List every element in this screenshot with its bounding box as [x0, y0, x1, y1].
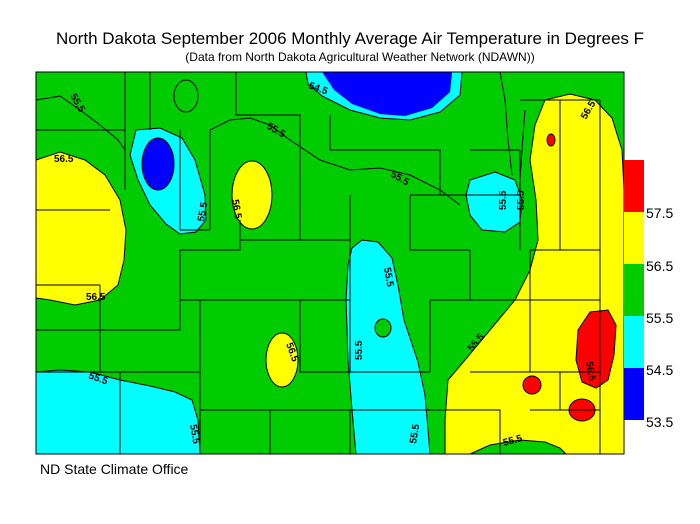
- legend-label: 55.5: [646, 310, 674, 326]
- zone-green-southeast-strip: [470, 440, 566, 454]
- legend-swatch-green: [624, 264, 644, 316]
- zone-cyan-central: [346, 240, 430, 454]
- zone-red-east: [575, 309, 617, 389]
- contour-label: 56.5: [54, 154, 74, 165]
- zone-cyan-southwest: [36, 370, 200, 454]
- zone-green-island-central: [374, 318, 392, 338]
- legend-swatch-yellow: [624, 212, 644, 264]
- zone-red-small-1: [522, 375, 542, 395]
- legend-scale: [624, 160, 644, 420]
- zone-red-tiny: [546, 133, 556, 147]
- legend-label: 57.5: [646, 205, 674, 221]
- zone-blue-small: [141, 137, 175, 191]
- legend-label: 54.5: [646, 362, 674, 378]
- zone-blue-north: [322, 72, 452, 116]
- legend-label: 56.5: [646, 258, 674, 274]
- contour-label: 56.5: [86, 292, 106, 303]
- contour-label: 55.5: [516, 190, 527, 210]
- zone-green-island-north: [173, 79, 199, 113]
- legend-label: 53.5: [646, 414, 674, 430]
- contour-label: 56.5: [229, 199, 243, 221]
- contour-label: 55.5: [354, 340, 365, 360]
- contour-lines: [35, 71, 625, 455]
- zone-yellow-south: [265, 332, 299, 388]
- zone-cyan-northeast: [466, 172, 522, 232]
- credit-text: ND State Climate Office: [40, 461, 189, 477]
- contour-label: 55.5: [187, 424, 201, 446]
- legend-swatch-cyan: [624, 316, 644, 368]
- map-title: North Dakota September 2006 Monthly Aver…: [55, 29, 645, 48]
- legend-swatch-blue: [624, 368, 644, 420]
- contour-label: 56.5: [583, 361, 597, 383]
- contour-label: 55.5: [498, 190, 509, 210]
- map-subtitle: (Data from North Dakota Agricultural Wea…: [185, 50, 535, 64]
- legend-swatch-red: [624, 160, 644, 212]
- county-boundaries: [35, 71, 625, 455]
- zone-yellow-north: [231, 160, 273, 230]
- contour-label: 55.5: [196, 201, 210, 223]
- contour-label: 55.5: [502, 433, 524, 449]
- contour-label: 55.5: [381, 267, 395, 289]
- contour-label: 55.5: [408, 423, 422, 445]
- zone-yellow-west: [36, 152, 126, 305]
